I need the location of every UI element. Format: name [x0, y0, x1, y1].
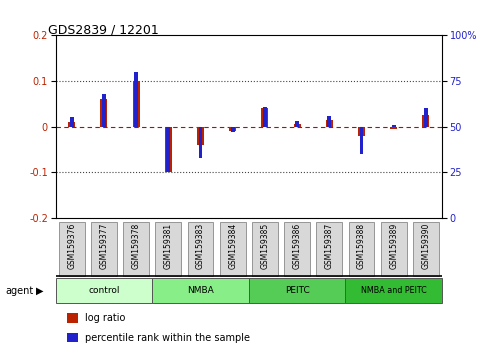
FancyBboxPatch shape	[345, 278, 442, 303]
Bar	[70, 118, 73, 127]
Bar	[67, 313, 78, 323]
Bar	[390, 127, 397, 129]
Text: GSM159388: GSM159388	[357, 222, 366, 269]
Bar	[134, 72, 138, 127]
Bar	[197, 127, 204, 145]
Text: control: control	[88, 286, 120, 295]
Text: GSM159383: GSM159383	[196, 222, 205, 269]
Bar	[132, 81, 140, 127]
Text: PEITC: PEITC	[284, 286, 310, 295]
FancyBboxPatch shape	[316, 222, 342, 275]
FancyBboxPatch shape	[284, 222, 310, 275]
Text: GSM159384: GSM159384	[228, 222, 237, 269]
FancyBboxPatch shape	[91, 222, 117, 275]
Bar	[261, 108, 269, 127]
Text: GSM159385: GSM159385	[260, 222, 270, 269]
Bar	[229, 127, 236, 131]
Bar	[326, 120, 333, 127]
Text: NMBA: NMBA	[187, 286, 214, 295]
Text: agent: agent	[6, 286, 34, 296]
Text: GSM159381: GSM159381	[164, 222, 173, 269]
Text: GSM159389: GSM159389	[389, 222, 398, 269]
Bar	[263, 107, 267, 127]
Bar	[294, 124, 300, 127]
FancyBboxPatch shape	[413, 222, 439, 275]
Text: GSM159387: GSM159387	[325, 222, 334, 269]
Bar	[424, 108, 428, 127]
Bar	[295, 121, 299, 127]
Bar	[199, 127, 202, 158]
FancyBboxPatch shape	[56, 278, 152, 303]
Text: NMBA and PEITC: NMBA and PEITC	[361, 286, 426, 295]
Bar	[231, 127, 235, 132]
FancyBboxPatch shape	[123, 222, 149, 275]
Bar	[359, 127, 363, 154]
Text: GSM159376: GSM159376	[67, 222, 76, 269]
FancyBboxPatch shape	[59, 222, 85, 275]
FancyBboxPatch shape	[349, 222, 374, 275]
Text: log ratio: log ratio	[85, 313, 125, 323]
Text: GSM159390: GSM159390	[421, 222, 430, 269]
FancyBboxPatch shape	[249, 278, 345, 303]
Text: GSM159378: GSM159378	[131, 222, 141, 269]
Bar	[422, 115, 429, 127]
Text: GSM159377: GSM159377	[99, 222, 108, 269]
Bar	[68, 122, 75, 127]
FancyBboxPatch shape	[220, 222, 245, 275]
FancyBboxPatch shape	[381, 222, 407, 275]
Bar	[165, 127, 172, 172]
Text: GSM159386: GSM159386	[293, 222, 301, 269]
Bar	[166, 127, 170, 172]
Text: ▶: ▶	[36, 286, 44, 296]
FancyBboxPatch shape	[152, 278, 249, 303]
FancyBboxPatch shape	[187, 222, 213, 275]
Bar	[100, 99, 107, 127]
Text: GDS2839 / 12201: GDS2839 / 12201	[48, 23, 159, 36]
Text: percentile rank within the sample: percentile rank within the sample	[85, 333, 250, 343]
Bar	[327, 116, 331, 127]
Bar	[102, 94, 106, 127]
Bar	[67, 333, 78, 343]
FancyBboxPatch shape	[156, 222, 181, 275]
Bar	[392, 125, 396, 127]
Bar	[358, 127, 365, 136]
FancyBboxPatch shape	[252, 222, 278, 275]
